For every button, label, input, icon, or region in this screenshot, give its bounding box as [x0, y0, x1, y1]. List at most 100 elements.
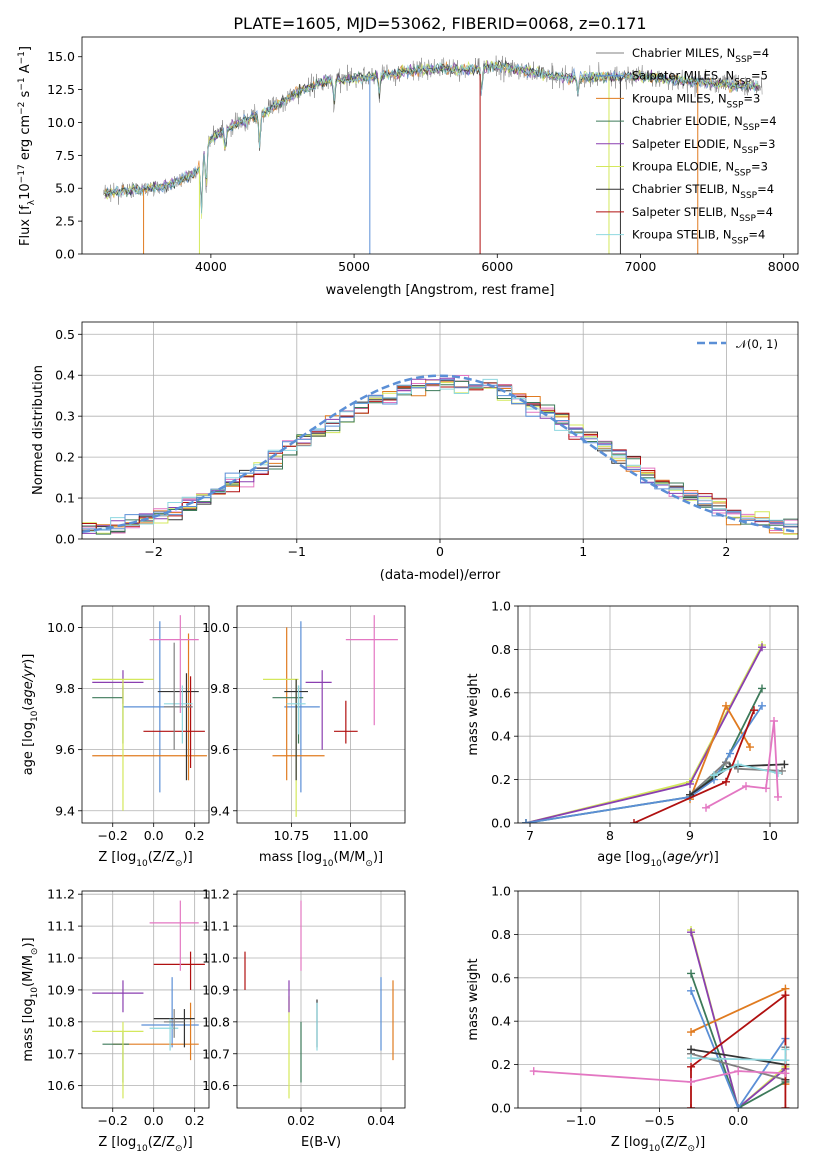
x-tick-label: 0.04: [367, 1113, 395, 1128]
y-tick-label: 0.0: [491, 1101, 511, 1116]
x-tick-label: 10.75: [274, 828, 310, 843]
y-tick-label: 10.0: [202, 620, 230, 635]
weight-marker: [687, 1028, 696, 1037]
y-tick-label: 5.0: [55, 181, 75, 196]
weight-marker: [630, 819, 638, 823]
axes-frame: [517, 890, 799, 1109]
y-tick-label: 0.6: [491, 970, 511, 985]
x-tick-label: −0.2: [98, 828, 128, 843]
x-axis-label: Z [log10(Z/Z⊙)]: [98, 850, 192, 869]
weight-marker: [722, 701, 730, 710]
y-tick-label: 10.6: [47, 1078, 75, 1093]
weight-marker: [722, 758, 730, 767]
weight-marker: [702, 803, 710, 812]
weight-line-salpeter_elodie: [690, 931, 786, 1108]
y-tick-label: 11.0: [47, 951, 75, 966]
y-tick-label: 11.0: [202, 951, 230, 966]
x-tick-label: 0.0: [728, 1113, 748, 1128]
y-tick-label: 0.0: [55, 247, 75, 262]
weight-marker: [687, 986, 696, 995]
x-tick-label: 0.2: [185, 1113, 205, 1128]
weight-marker: [726, 749, 734, 758]
y-tick-label: 10.9: [47, 982, 75, 997]
x-axis-label: E(B-V): [301, 1135, 341, 1150]
legend-entry: Salpeter MILES, NSSP=5: [632, 69, 768, 88]
y-tick-label: 10.0: [47, 115, 75, 130]
legend-entry: Kroupa ELODIE, NSSP=3: [632, 160, 768, 179]
x-tick-label: 9: [686, 828, 694, 843]
x-tick-label: 2: [722, 544, 730, 559]
y-tick-label: 11.2: [47, 887, 75, 902]
y-tick-label: 9.6: [55, 742, 75, 757]
weight-marker: [780, 760, 789, 769]
y-tick-label: 9.4: [55, 803, 75, 818]
y-tick-label: 11.1: [202, 919, 230, 934]
y-axis-label: mass [log10(M/M⊙)]: [21, 937, 40, 1061]
age-vs-mass-panel: 10.75 11.00 9.4 9.6 9.8 10.0 mass [log10(M/M⊙)…: [202, 605, 406, 869]
x-tick-label: 0.2: [185, 828, 205, 843]
weight-marker: [734, 760, 742, 769]
x-tick-label: 0: [436, 544, 444, 559]
axes-frame: [236, 890, 406, 1109]
y-tick-label: 0.2: [491, 772, 511, 787]
legend-entry: Kroupa MILES, NSSP=3: [632, 91, 760, 110]
x-tick-label: 0.02: [287, 1113, 315, 1128]
weight-marker: [774, 792, 782, 801]
legend-entry: Chabrier MILES, NSSP=4: [632, 46, 769, 65]
weight-marker: [734, 1067, 743, 1076]
y-tick-label: 1.0: [491, 599, 511, 614]
y-tick-label: 15.0: [47, 49, 75, 64]
y-tick-label: 11.1: [47, 919, 75, 934]
weight-marker: [522, 819, 530, 823]
weight-marker: [770, 717, 778, 726]
x-tick-label: 8: [606, 828, 614, 843]
x-tick-label: −2: [144, 544, 162, 559]
weight-marker: [774, 769, 782, 778]
y-tick-label: 9.6: [210, 742, 230, 757]
weight-line-pink: [533, 1070, 786, 1083]
x-tick-label: 5000: [338, 259, 370, 274]
plot-area: [529, 926, 790, 1108]
weight-marker: [710, 771, 718, 780]
weight-marker: [781, 1104, 790, 1108]
y-tick-label: 0.0: [55, 532, 75, 547]
axes-frame: [81, 321, 799, 540]
x-tick-label: −1.0: [566, 1113, 596, 1128]
y-tick-label: 10.9: [202, 982, 230, 997]
normal-curve: [82, 374, 798, 534]
plot-area: [103, 55, 763, 254]
weight-marker: [686, 779, 694, 788]
y-tick-label: 0.2: [491, 1057, 511, 1072]
y-tick-label: 7.5: [55, 148, 75, 163]
weight-marker: [687, 1062, 696, 1071]
legend-entry: Salpeter STELIB, NSSP=4: [632, 205, 773, 224]
y-axis-label: Normed distribution: [31, 365, 46, 495]
x-axis-label: age [log10(age/yr)]: [597, 850, 719, 869]
spectrum-model-line-kroupa_stelib: [104, 61, 759, 215]
weight-marker: [781, 1045, 790, 1054]
x-tick-label: 7: [526, 828, 534, 843]
y-tick-label: 0.4: [491, 729, 511, 744]
weight-marker: [722, 777, 730, 786]
weight-marker: [687, 1077, 696, 1086]
x-axis-label: Z [log10(Z/Z⊙)]: [611, 1135, 705, 1154]
weight-marker: [781, 991, 790, 1000]
mass-weight-vs-age-panel: 7 8 9 10 0.0 0.2 0.4 0.6 0.8 1.0 age [log10(age/yr…: [466, 599, 799, 869]
plot-area: [82, 374, 798, 535]
weight-marker: [687, 928, 696, 937]
y-tick-label: 9.4: [210, 803, 230, 818]
plot-area: [244, 900, 394, 1099]
y-tick-label: 0.4: [55, 368, 75, 383]
x-axis-label: (data-model)/error: [380, 568, 501, 583]
x-axis-label: mass [log10(M/M⊙)]: [259, 850, 383, 869]
axes-frame: [81, 890, 210, 1109]
weight-line-chabrier_elodie: [690, 973, 786, 1108]
weight-marker: [758, 701, 766, 710]
plot-area: [92, 900, 205, 1099]
weight-marker: [734, 1104, 743, 1108]
x-tick-label: −0.5: [644, 1113, 674, 1128]
legend-entry: 𝒩(0, 1): [736, 337, 778, 351]
axes-frame: [81, 605, 210, 824]
axes-frame: [517, 605, 799, 824]
x-tick-label: 6000: [481, 259, 513, 274]
